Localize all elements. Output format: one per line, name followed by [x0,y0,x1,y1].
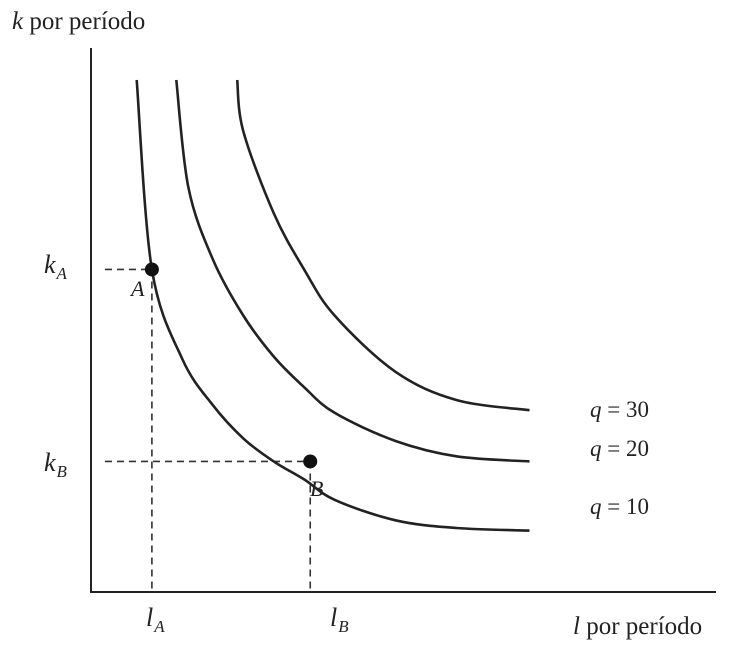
highlighted-points [144,262,318,469]
curve-label-q20: q = 20 [590,436,649,461]
x-tick-la: lA [146,603,165,636]
y-tick-ka: kA [44,250,67,283]
isoquant-curve-q10 [135,79,530,532]
y-axis-title: k por período [12,8,146,35]
isoquant-curves [135,79,530,532]
point-a-marker [144,262,159,277]
x-tick-lb: lB [330,603,349,636]
curve-label-q30: q = 30 [590,397,649,422]
y-tick-kb: kB [44,448,67,481]
dashed-guides [105,268,312,592]
point-b-label: B [310,476,324,501]
isoquant-curve-q30 [235,79,530,412]
isoquant-curve-q20 [175,79,530,463]
point-b-marker [303,454,318,469]
x-axis-title: l por período [573,613,703,640]
curve-label-q10: q = 10 [590,494,649,519]
point-a-label: A [131,276,145,301]
